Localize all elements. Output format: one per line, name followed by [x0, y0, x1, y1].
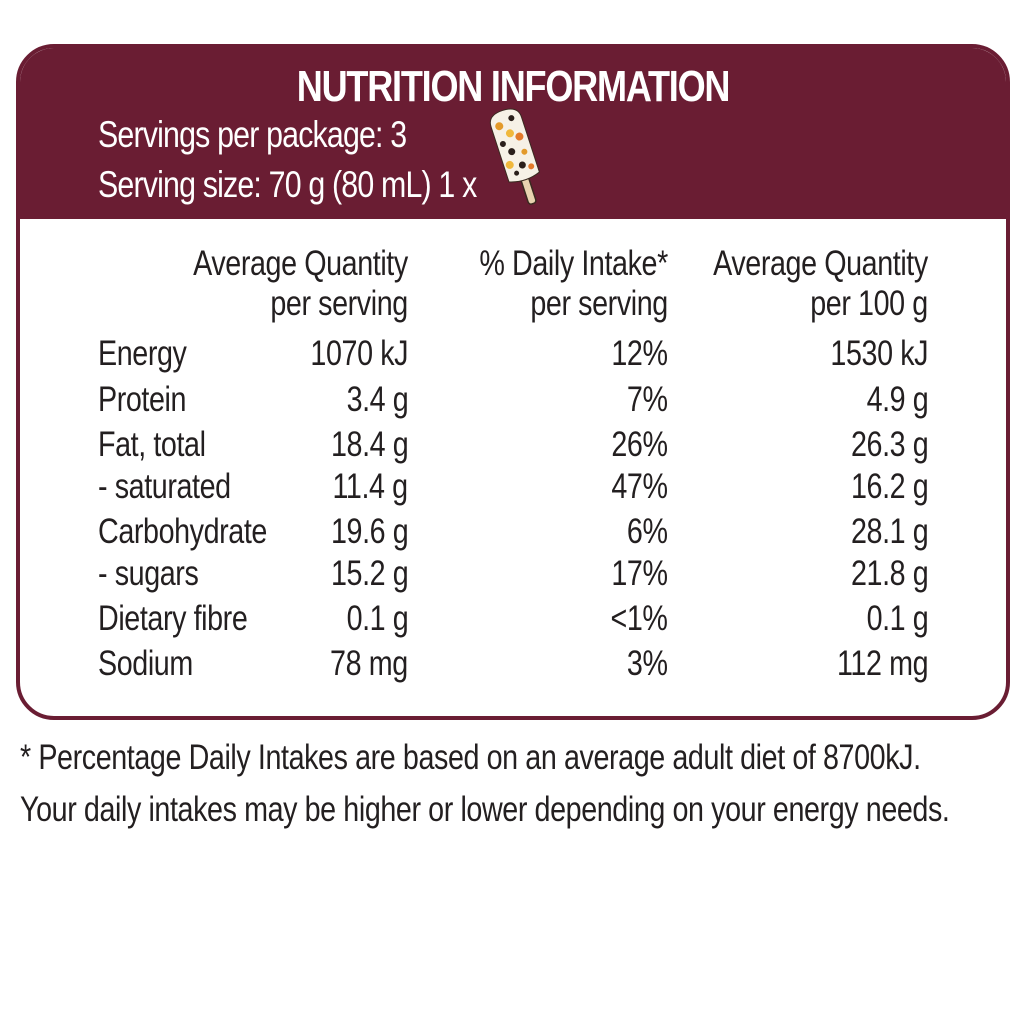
row-per-serving: 3.4 g: [346, 380, 408, 419]
row-per-serving: 15.2 g: [330, 554, 409, 593]
row-per-serving: 0.1 g: [346, 599, 408, 638]
panel-title: NUTRITION INFORMATION: [296, 62, 731, 111]
row-name: Sodium: [98, 644, 193, 683]
column-header-per-100g: Average Quantity per 100 g: [713, 244, 928, 323]
row-daily-intake: 12%: [611, 334, 669, 373]
row-per-100g: 16.2 g: [850, 467, 929, 506]
row-per-100g: 1530 kJ: [830, 334, 928, 373]
row-name: Protein: [98, 380, 187, 419]
row-name: Fat, total: [98, 425, 206, 464]
row-daily-intake: 26%: [611, 425, 669, 464]
row-per-100g: 4.9 g: [866, 380, 928, 419]
row-per-100g: 112 mg: [836, 644, 929, 683]
servings-per-package: Servings per package: 3: [98, 114, 407, 155]
row-name: Carbohydrate: [98, 512, 267, 551]
column-header-per-serving: Average Quantity per serving: [193, 244, 408, 323]
row-name: - sugars: [98, 554, 199, 593]
nutrition-panel: NUTRITION INFORMATION Servings per packa…: [16, 44, 1010, 720]
row-daily-intake: 6%: [627, 512, 668, 551]
row-daily-intake: <1%: [610, 599, 668, 638]
row-daily-intake: 7%: [627, 380, 668, 419]
row-per-100g: 26.3 g: [850, 425, 929, 464]
row-per-100g: 0.1 g: [866, 599, 928, 638]
row-per-serving: 18.4 g: [330, 425, 409, 464]
row-name: Energy: [98, 334, 187, 373]
row-per-100g: 21.8 g: [850, 554, 929, 593]
ice-cream-stick-icon: [489, 108, 540, 205]
row-per-serving: 1070 kJ: [310, 334, 408, 373]
row-per-serving: 78 mg: [330, 644, 408, 683]
row-daily-intake: 17%: [611, 554, 669, 593]
row-name: - saturated: [98, 467, 231, 506]
row-daily-intake: 47%: [611, 467, 669, 506]
nutrition-header: NUTRITION INFORMATION Servings per packa…: [20, 48, 1006, 219]
footnote-energy-needs: Your daily intakes may be higher or lowe…: [20, 790, 950, 829]
row-per-serving: 11.4 g: [332, 467, 409, 506]
row-name: Dietary fibre: [98, 599, 248, 638]
serving-size: Serving size: 70 g (80 mL) 1 x: [98, 164, 477, 205]
column-header-daily-intake: % Daily Intake* per serving: [479, 244, 669, 323]
row-per-serving: 19.6 g: [330, 512, 409, 551]
row-per-100g: 28.1 g: [850, 512, 929, 551]
row-daily-intake: 3%: [627, 644, 668, 683]
footnote-daily-intake: * Percentage Daily Intakes are based on …: [20, 738, 921, 777]
